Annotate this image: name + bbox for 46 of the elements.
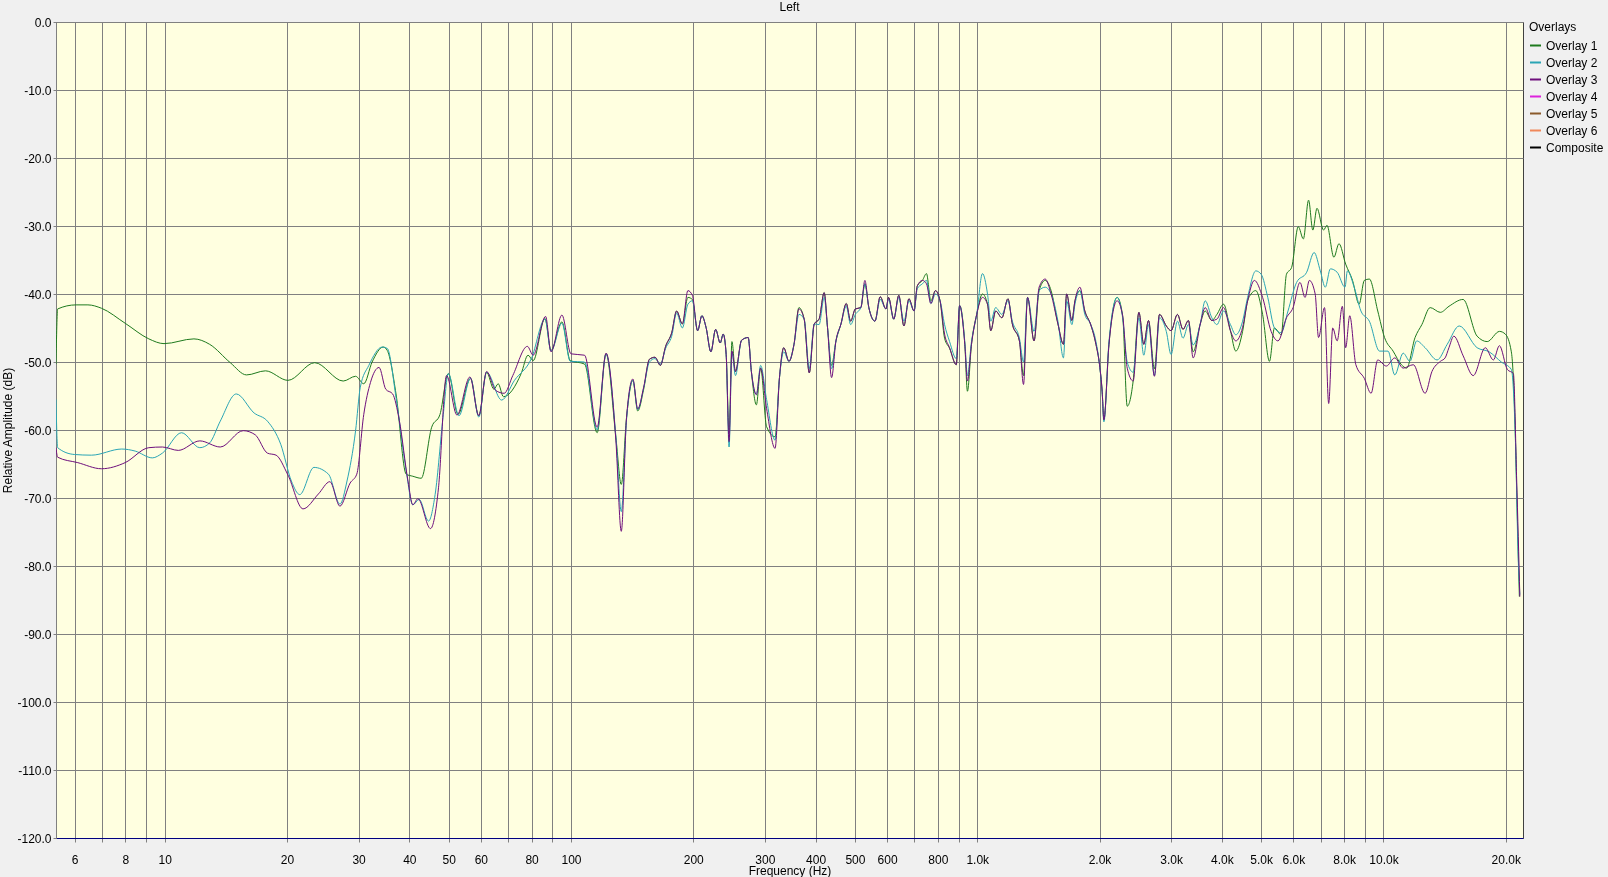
chart-title: Left	[779, 0, 801, 14]
y-tick-label: -100.0	[17, 695, 52, 710]
y-tick-label: -40.0	[24, 287, 52, 302]
y-axis-title: Relative Amplitude (dB)	[1, 367, 16, 494]
legend-label: Overlay 3	[1546, 72, 1598, 87]
y-tick-label: -80.0	[24, 559, 52, 574]
x-tick-label: 20.0k	[1491, 852, 1522, 867]
x-tick-label: 4.0k	[1210, 852, 1235, 867]
y-tick-label: -120.0	[17, 831, 52, 846]
y-tick-label: 0.0	[34, 15, 52, 30]
x-tick-label: 80	[525, 852, 540, 867]
x-tick-label: 30	[352, 852, 367, 867]
y-tick-label: -20.0	[24, 151, 52, 166]
x-tick-label: 3.0k	[1160, 852, 1184, 867]
y-tick-label: -50.0	[24, 355, 52, 370]
y-tick-label: -70.0	[24, 491, 52, 506]
y-tick-label: -60.0	[24, 423, 52, 438]
x-tick-label: 6	[71, 852, 79, 867]
legend-label: Composite	[1546, 140, 1604, 155]
legend-title: Overlays	[1529, 20, 1577, 34]
legend-label: Overlay 5	[1546, 106, 1598, 121]
x-tick-label: 800	[928, 852, 949, 867]
y-tick-label: -10.0	[24, 83, 52, 98]
x-tick-label: 60	[474, 852, 489, 867]
y-tick-label: -110.0	[18, 763, 52, 778]
x-tick-label: 2.0k	[1088, 852, 1113, 867]
x-tick-label: 10.0k	[1369, 852, 1400, 867]
legend-label: Overlay 1	[1546, 38, 1598, 53]
legend-label: Overlay 6	[1546, 123, 1598, 138]
x-tick-label: 500	[845, 852, 866, 867]
x-tick-label: 100	[561, 852, 582, 867]
x-tick-label: 10	[158, 852, 173, 867]
x-tick-label: 1.0k	[966, 852, 991, 867]
x-tick-label: 8.0k	[1333, 852, 1357, 867]
x-tick-label: 8	[122, 852, 130, 867]
legend-label: Overlay 4	[1546, 89, 1598, 104]
x-tick-label: 6.0k	[1282, 852, 1307, 867]
x-tick-label: 40	[403, 852, 417, 867]
x-tick-label: 5.0k	[1250, 852, 1275, 867]
y-tick-label: -30.0	[24, 219, 52, 234]
y-tick-label: -90.0	[24, 627, 52, 642]
x-tick-label: 600	[877, 852, 898, 867]
legend-label: Overlay 2	[1546, 55, 1598, 70]
x-tick-label: 50	[442, 852, 457, 867]
x-tick-label: 20	[280, 852, 295, 867]
x-tick-label: 200	[683, 852, 705, 867]
